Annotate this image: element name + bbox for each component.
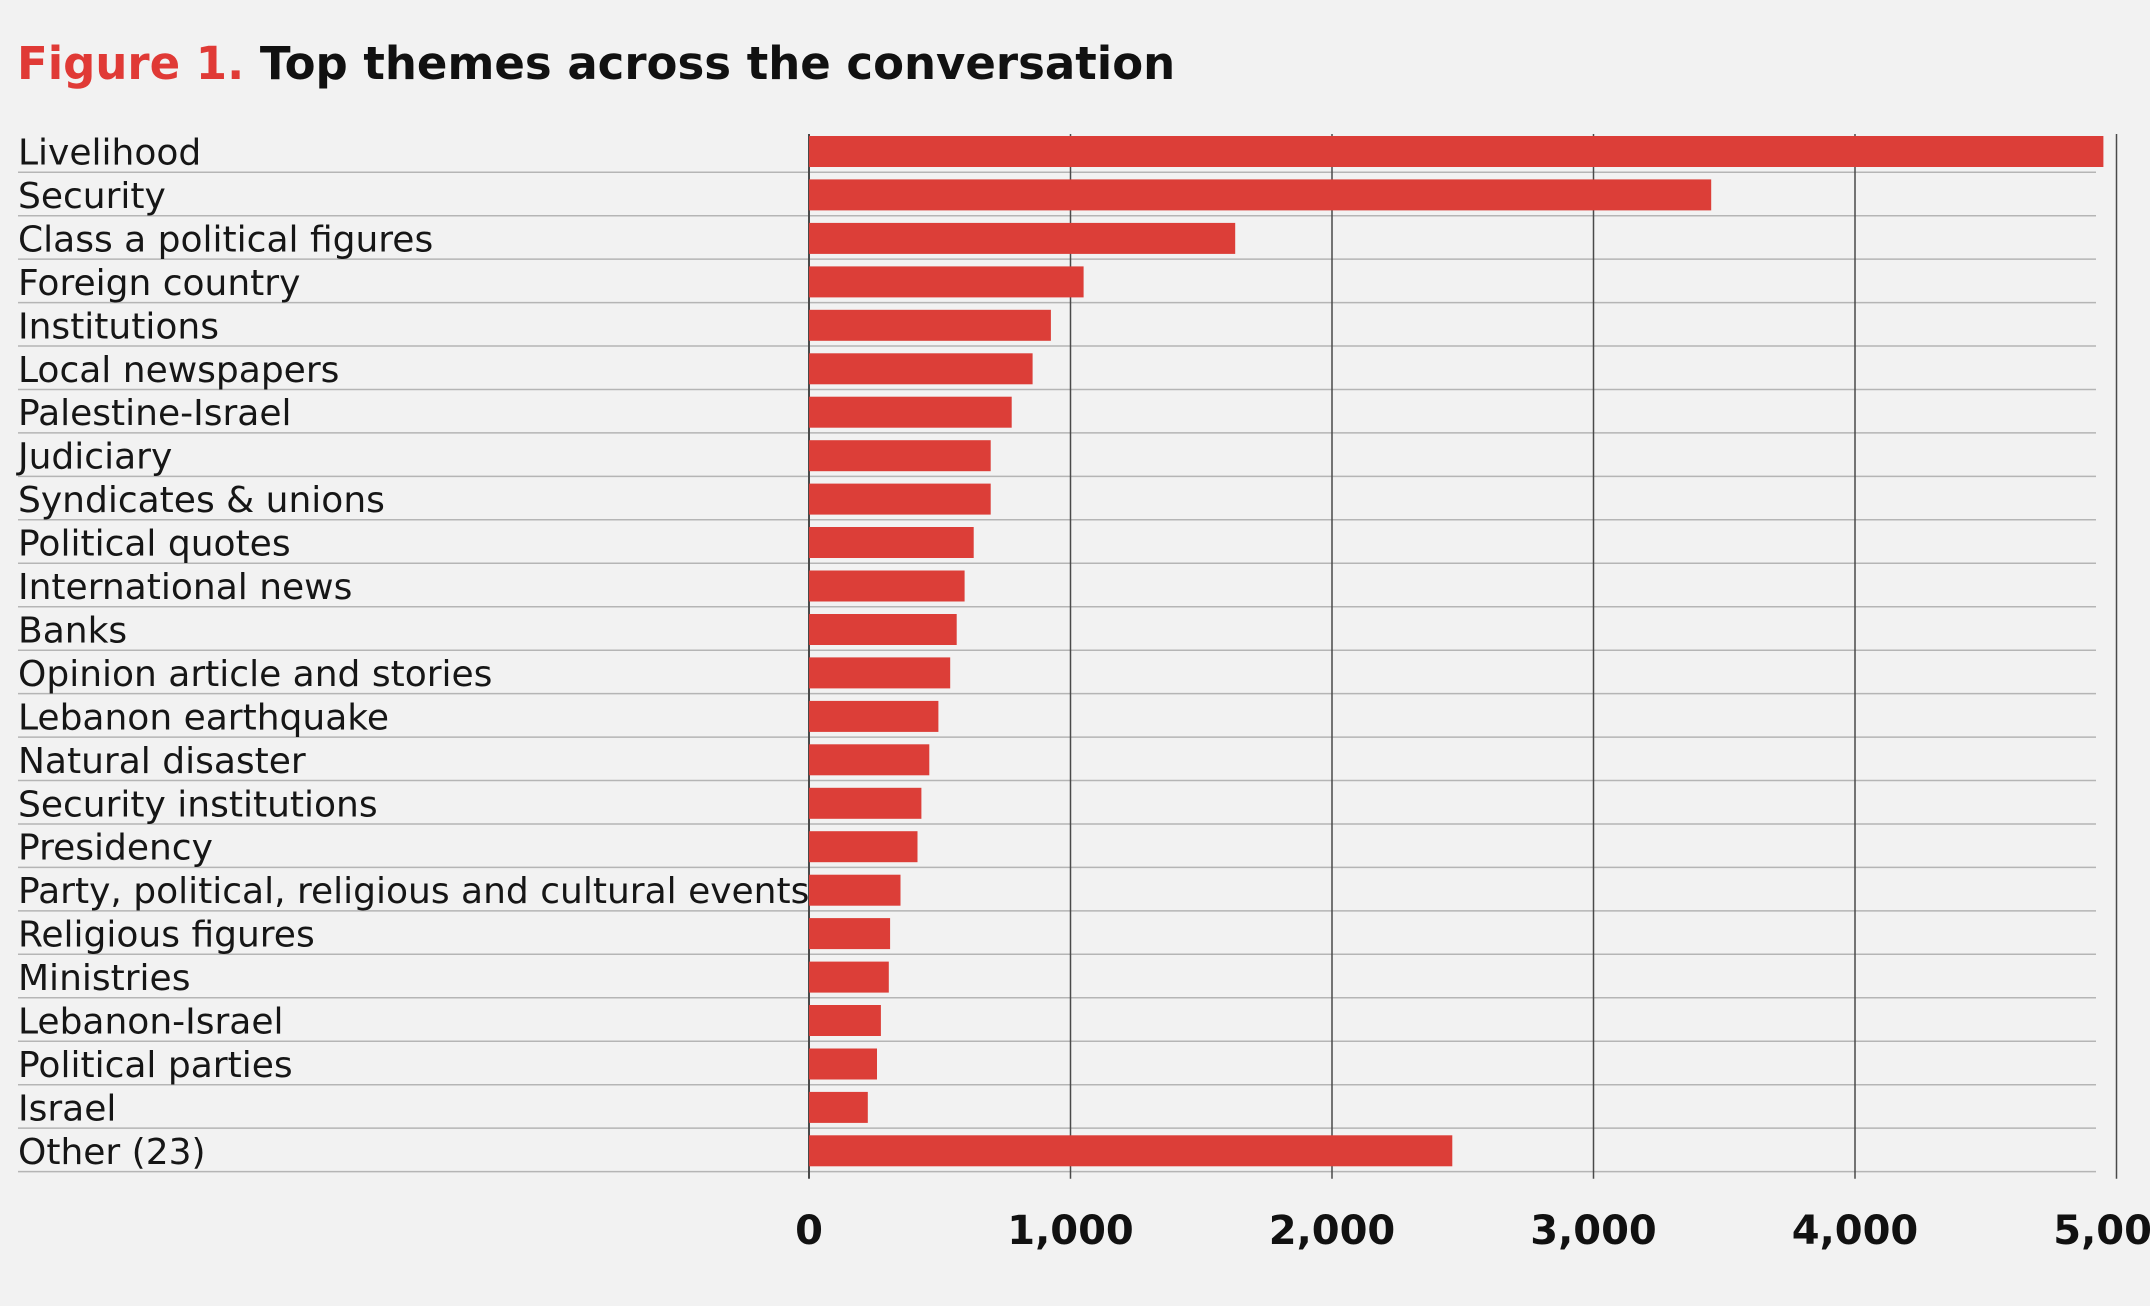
bar: [809, 874, 901, 906]
bar: [809, 222, 1236, 254]
x-tick-label: 5,000: [2053, 1208, 2150, 1254]
category-label: Security institutions: [18, 784, 378, 825]
category-label: Natural disaster: [18, 741, 306, 782]
bar: [809, 136, 2104, 167]
category-label: Party, political, religious and cultural…: [18, 871, 809, 912]
x-tick-label: 0: [795, 1208, 823, 1254]
bar: [809, 657, 951, 689]
category-label: Banks: [18, 611, 127, 652]
category-label: Livelihood: [18, 133, 201, 174]
category-label: Syndicates & unions: [18, 480, 385, 521]
bar: [809, 527, 974, 558]
x-tick-label: 3,000: [1530, 1208, 1657, 1254]
bar: [809, 353, 1033, 385]
bar: [809, 1048, 877, 1080]
bar: [809, 918, 891, 950]
bar: [809, 1005, 881, 1036]
category-label: Judiciary: [16, 437, 172, 478]
bar: [809, 1135, 1453, 1167]
category-label: Local newspapers: [18, 350, 339, 391]
category-label: Political parties: [18, 1045, 293, 1086]
x-tick-label: 1,000: [1007, 1208, 1134, 1254]
bar: [809, 961, 889, 993]
gridlines: [808, 134, 2118, 1179]
bar: [809, 440, 991, 472]
category-label: Security: [18, 176, 166, 217]
x-tick-label: 4,000: [1792, 1208, 1919, 1254]
category-label: Lebanon-Israel: [18, 1002, 284, 1043]
category-label: Ministries: [18, 958, 190, 999]
category-label: Palestine-Israel: [18, 393, 292, 434]
bar: [809, 744, 930, 776]
x-tick-label: 2,000: [1269, 1208, 1396, 1254]
row-separators: [18, 171, 2096, 1173]
bar: [809, 700, 939, 732]
category-label: Institutions: [18, 306, 219, 347]
category-label: International news: [18, 567, 352, 608]
bar: [809, 266, 1084, 298]
bar: [809, 1091, 868, 1123]
bar: [809, 483, 991, 515]
category-label: Lebanon earthquake: [18, 697, 389, 738]
bar: [809, 309, 1051, 341]
category-label: Other (23): [18, 1132, 206, 1173]
category-label: Israel: [18, 1088, 116, 1129]
category-label: Presidency: [18, 828, 213, 869]
category-label: Foreign country: [18, 263, 300, 304]
bar: [809, 179, 1712, 211]
bar: [809, 570, 965, 602]
category-label: Religious figures: [18, 915, 315, 956]
figure-number: Figure 1.: [17, 37, 245, 90]
x-tick-labels: 0 1,000 2,000 3,000 4,000 5,000: [795, 1208, 2150, 1254]
category-label: Political quotes: [18, 524, 291, 565]
bar: [809, 614, 957, 645]
bar: [809, 831, 918, 863]
bar: [809, 787, 922, 819]
category-label: Opinion article and stories: [18, 654, 492, 695]
category-label: Class a political figures: [18, 219, 433, 260]
bars: [809, 136, 2104, 1167]
chart-title: Figure 1. Top themes across the conversa…: [17, 34, 1175, 94]
bar: [809, 396, 1012, 428]
figure-title: Top themes across the conversation: [259, 37, 1176, 90]
